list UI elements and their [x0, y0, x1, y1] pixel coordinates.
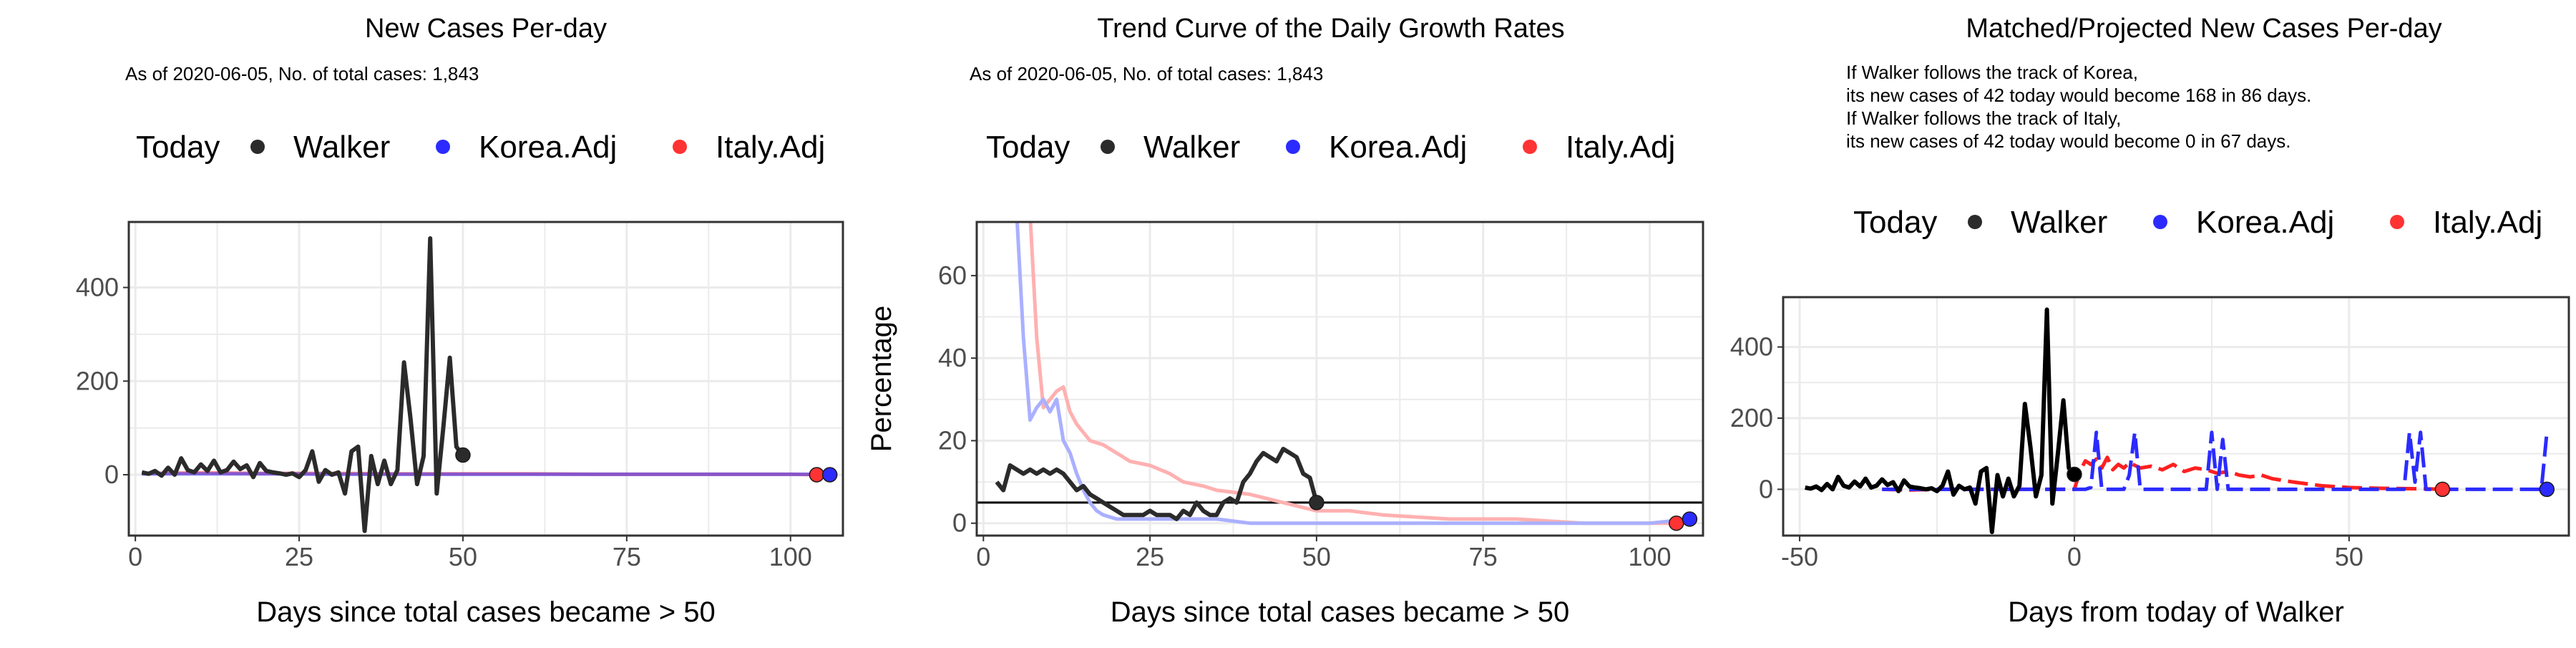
plot-area: [141, 236, 838, 533]
legend-title: Today: [986, 130, 1070, 165]
annotation-line: If Walker follows the track of Korea,: [1846, 62, 2138, 83]
today-point-italy-adj: [1669, 515, 1684, 531]
y-tick-label: 200: [1730, 403, 1773, 432]
annotation-line: If Walker follows the track of Italy,: [1846, 107, 2121, 129]
today-point-korea-adj: [821, 467, 838, 483]
series-line-korea-adj: [1015, 222, 1690, 526]
chart-panel-1: New Cases Per-day As of 2020-06-05, No. o…: [76, 14, 844, 628]
legend-title: Today: [1853, 205, 1937, 240]
chart-panel-3: Matched/Projected New Cases Per-day If Wa…: [1730, 14, 2570, 628]
y-tick-label: 0: [952, 508, 967, 538]
today-point-walker: [1309, 495, 1324, 511]
plot-background: [1783, 297, 2569, 536]
plot-border: [975, 221, 1704, 537]
series-line-italy-adj: [1028, 222, 1677, 526]
y-tick-label: 0: [104, 460, 119, 489]
y-tick-label: 400: [1730, 332, 1773, 362]
legend-label: Italy.Adj: [2433, 205, 2542, 240]
chart-panel-2: Trend Curve of the Daily Growth Rates As …: [866, 14, 1704, 628]
x-axis-title: Days since total cases became > 50: [1111, 596, 1569, 628]
y-tick-label: 20: [938, 425, 967, 455]
legend-swatch-walker: [250, 140, 265, 154]
today-point-walker: [2067, 466, 2082, 483]
legend: Today Walker Korea.Adj Italy.Adj: [986, 130, 1675, 165]
x-tick-label: 25: [1136, 542, 1164, 571]
today-point-italy-adj: [809, 467, 825, 483]
series-line-walker: [1805, 307, 2077, 534]
legend-label: Korea.Adj: [2196, 205, 2334, 240]
legend-label: Walker: [293, 130, 390, 165]
y-axis-title: Percentage: [866, 306, 897, 453]
y-tick-label: 400: [76, 273, 119, 302]
legend-label: Italy.Adj: [1566, 130, 1675, 165]
series-line-korea-adj: [1882, 430, 2549, 491]
x-tick-label: 25: [285, 542, 313, 571]
plot-border: [127, 221, 844, 537]
axes: -50 0 50 0 200 400 Days from today of Walker: [1730, 332, 2363, 628]
x-tick-label: 0: [976, 542, 990, 571]
legend-title: Today: [136, 130, 220, 165]
y-tick-label: 0: [1759, 474, 1773, 503]
x-tick-label: 75: [1469, 542, 1498, 571]
today-point-korea-adj: [2539, 481, 2555, 498]
today-point-italy-adj: [2434, 481, 2451, 498]
x-axis-title: Days from today of Walker: [2008, 596, 2344, 628]
x-tick-label: 0: [128, 542, 142, 571]
series-line-korea-adj: [142, 472, 830, 476]
y-tick-label: 200: [76, 366, 119, 395]
legend-swatch-korea-adj: [1286, 140, 1300, 154]
legend-label: Walker: [1143, 130, 1240, 165]
legend-label: Italy.Adj: [716, 130, 825, 165]
legend-swatch-walker: [1968, 215, 1982, 229]
legend: Today Walker Korea.Adj Italy.Adj: [1853, 205, 2542, 240]
legend: Today Walker Korea.Adj Italy.Adj: [136, 130, 825, 165]
x-tick-label: 100: [1628, 542, 1671, 571]
gridlines: [1783, 297, 2569, 536]
chart-title: Trend Curve of the Daily Growth Rates: [1097, 14, 1564, 44]
plot-background: [129, 222, 843, 536]
annotation-line: its new cases of 42 today would become 1…: [1846, 84, 2311, 106]
legend-label: Walker: [2011, 205, 2107, 240]
chart-title: New Cases Per-day: [365, 14, 607, 44]
chart-subtitle: As of 2020-06-05, No. of total cases: 1,…: [125, 63, 479, 84]
x-tick-label: 75: [613, 542, 641, 571]
axes: 0 25 50 75 100 0 200 400 Days since total cases …: [76, 273, 812, 628]
gridlines: [977, 222, 1703, 536]
today-point-walker: [455, 447, 471, 463]
plot-background: [977, 222, 1703, 536]
series-line-walker: [995, 447, 1319, 521]
x-tick-label: 0: [2067, 542, 2082, 571]
legend-swatch-walker: [1101, 140, 1115, 154]
x-tick-label: 100: [769, 542, 812, 571]
y-tick-label: 40: [938, 343, 967, 372]
x-axis-title: Days since total cases became > 50: [256, 596, 715, 628]
axes: 0 25 50 75 100 0 20 40 60 Days since total cases …: [866, 261, 1672, 628]
legend-swatch-korea-adj: [2153, 215, 2167, 229]
legend-swatch-italy-adj: [1523, 140, 1537, 154]
legend-label: Korea.Adj: [479, 130, 617, 165]
x-tick-label: 50: [1302, 542, 1331, 571]
plot-area: [1805, 307, 2555, 534]
annotation-line: its new cases of 42 today would become 0…: [1846, 130, 2290, 152]
x-tick-label: 50: [449, 542, 477, 571]
legend-label: Korea.Adj: [1329, 130, 1467, 165]
plot-area: [977, 222, 1703, 531]
y-tick-label: 60: [938, 261, 967, 290]
series-line-walker: [141, 236, 465, 533]
chart-title: Matched/Projected New Cases Per-day: [1966, 14, 2441, 44]
x-tick-label: -50: [1781, 542, 1818, 571]
legend-swatch-italy-adj: [2390, 215, 2404, 229]
today-point-korea-adj: [1682, 511, 1698, 527]
chart-subtitle: As of 2020-06-05, No. of total cases: 1,…: [970, 63, 1323, 84]
legend-swatch-korea-adj: [436, 140, 450, 154]
legend-swatch-italy-adj: [673, 140, 687, 154]
plot-border: [1782, 296, 2570, 537]
x-tick-label: 50: [2335, 542, 2363, 571]
